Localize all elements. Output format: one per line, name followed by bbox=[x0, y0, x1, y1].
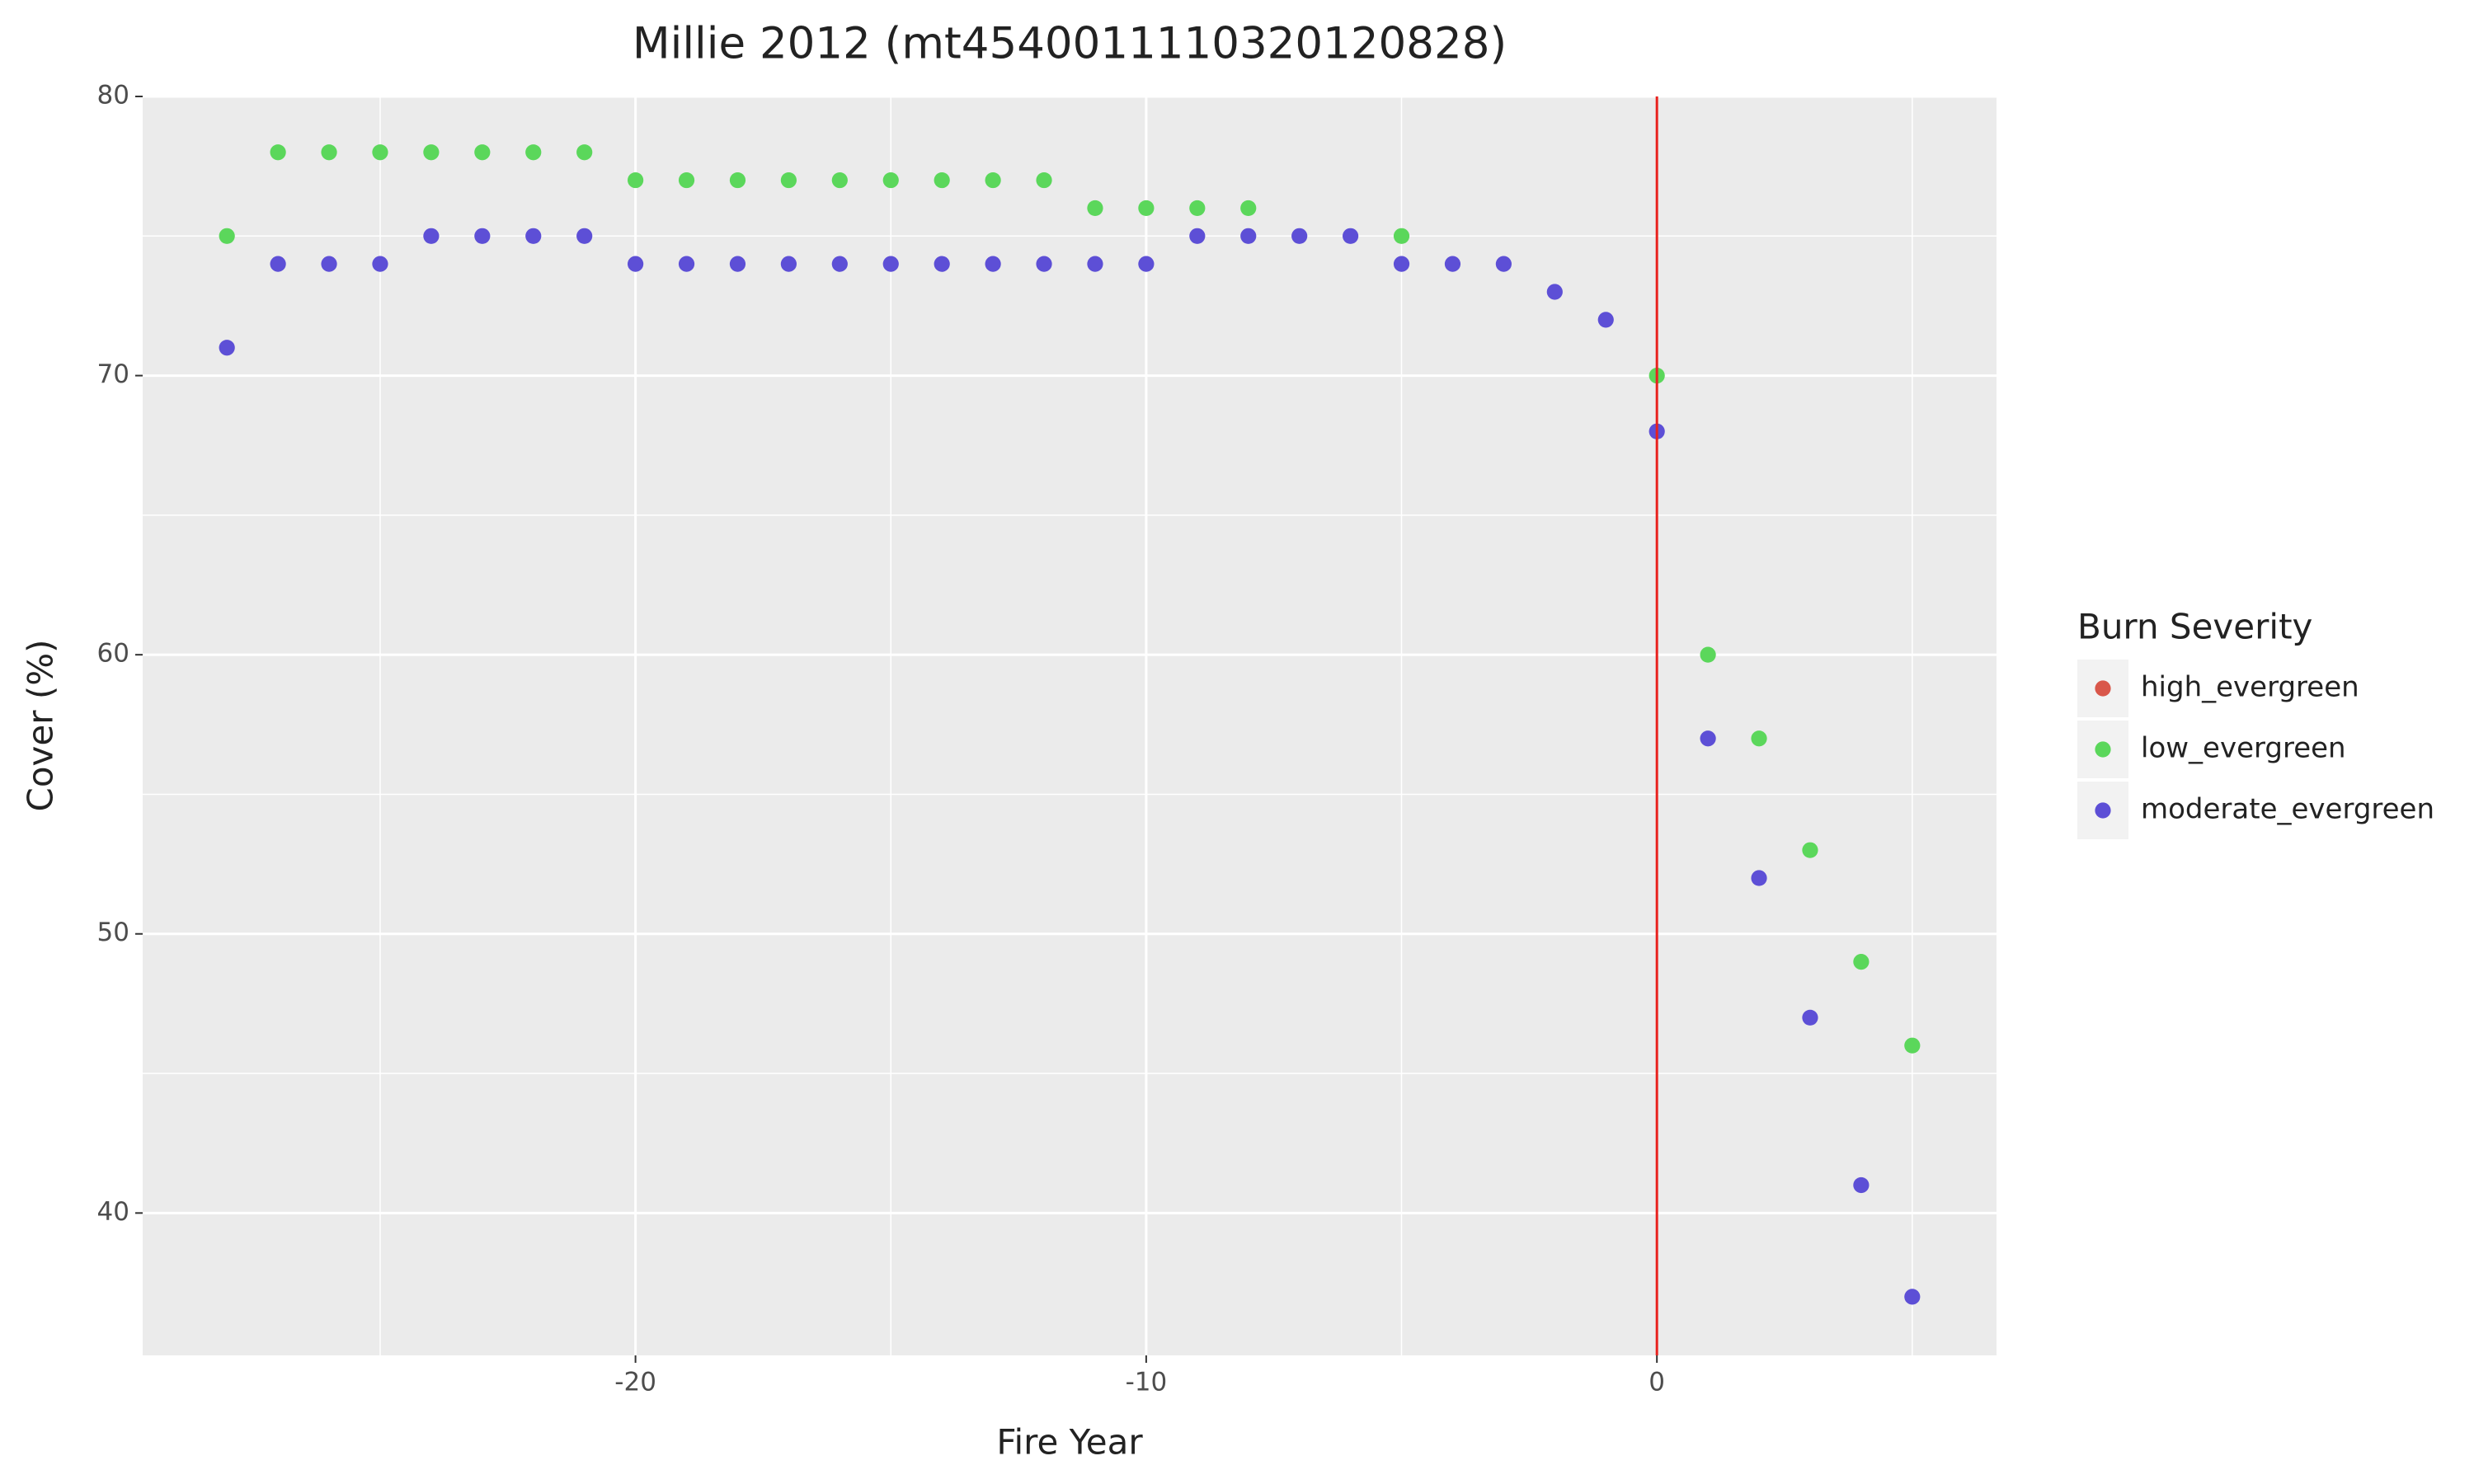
point bbox=[1904, 1037, 1921, 1054]
legend-marker bbox=[2095, 680, 2111, 697]
point bbox=[1495, 256, 1512, 272]
point bbox=[321, 144, 337, 161]
point bbox=[1853, 954, 1870, 970]
point bbox=[270, 256, 286, 272]
point bbox=[372, 256, 388, 272]
point bbox=[372, 144, 388, 161]
x-axis-title: Fire Year bbox=[996, 1422, 1143, 1463]
point bbox=[1802, 842, 1818, 858]
point bbox=[1189, 228, 1206, 244]
y-axis-title: Cover (%) bbox=[21, 639, 61, 811]
point bbox=[985, 256, 1001, 272]
point bbox=[1393, 228, 1410, 244]
point bbox=[474, 144, 491, 161]
point bbox=[1700, 646, 1716, 663]
point bbox=[1036, 171, 1052, 189]
legend-label: high_evergreen bbox=[2141, 671, 2359, 704]
point bbox=[729, 256, 746, 272]
point bbox=[780, 256, 797, 272]
point bbox=[882, 171, 899, 189]
point bbox=[1343, 228, 1359, 244]
legend-title: Burn Severity bbox=[2077, 607, 2312, 647]
y-tick-label: 40 bbox=[97, 1197, 129, 1227]
y-tick-label: 70 bbox=[97, 359, 129, 389]
point bbox=[831, 256, 848, 272]
point bbox=[934, 171, 950, 189]
point bbox=[831, 171, 848, 189]
point bbox=[628, 256, 644, 272]
legend-marker bbox=[2095, 802, 2111, 819]
point bbox=[423, 228, 440, 244]
y-tick-label: 60 bbox=[97, 639, 129, 669]
y-tick-label: 80 bbox=[97, 81, 129, 110]
x-tick-label: 0 bbox=[1649, 1368, 1665, 1397]
point bbox=[423, 144, 440, 161]
point bbox=[1138, 256, 1155, 272]
point bbox=[270, 144, 286, 161]
point bbox=[576, 228, 593, 244]
point bbox=[474, 228, 491, 244]
point bbox=[678, 256, 695, 272]
point bbox=[1751, 870, 1767, 886]
point bbox=[882, 256, 899, 272]
legend-label: low_evergreen bbox=[2141, 732, 2346, 765]
point bbox=[934, 256, 950, 272]
point bbox=[1087, 256, 1103, 272]
point bbox=[1189, 200, 1206, 217]
y-tick-label: 50 bbox=[97, 918, 129, 947]
point bbox=[1138, 200, 1155, 217]
point bbox=[1087, 200, 1103, 217]
point bbox=[985, 171, 1001, 189]
point bbox=[678, 171, 695, 189]
point bbox=[1291, 228, 1308, 244]
legend-label: moderate_evergreen bbox=[2141, 793, 2434, 826]
point bbox=[525, 144, 542, 161]
point bbox=[219, 228, 235, 244]
point bbox=[1240, 200, 1257, 217]
point bbox=[628, 171, 644, 189]
point bbox=[1853, 1176, 1870, 1194]
point bbox=[1802, 1009, 1818, 1026]
x-tick-label: -10 bbox=[1126, 1368, 1168, 1397]
point bbox=[729, 171, 746, 189]
point bbox=[1036, 256, 1052, 272]
x-tick-label: -20 bbox=[614, 1368, 656, 1397]
point bbox=[1904, 1289, 1921, 1305]
chart-title: Millie 2012 (mt4540011110320120828) bbox=[633, 19, 1507, 69]
point bbox=[1393, 256, 1410, 272]
point bbox=[1546, 284, 1563, 300]
point bbox=[1444, 256, 1461, 272]
point bbox=[1751, 730, 1767, 747]
legend-marker bbox=[2095, 741, 2111, 758]
point bbox=[525, 228, 542, 244]
point bbox=[219, 340, 235, 356]
point bbox=[576, 144, 593, 161]
point bbox=[1597, 312, 1614, 328]
panel bbox=[143, 96, 1997, 1355]
point bbox=[1700, 730, 1716, 747]
point bbox=[321, 256, 337, 272]
point bbox=[780, 171, 797, 189]
point bbox=[1240, 228, 1257, 244]
